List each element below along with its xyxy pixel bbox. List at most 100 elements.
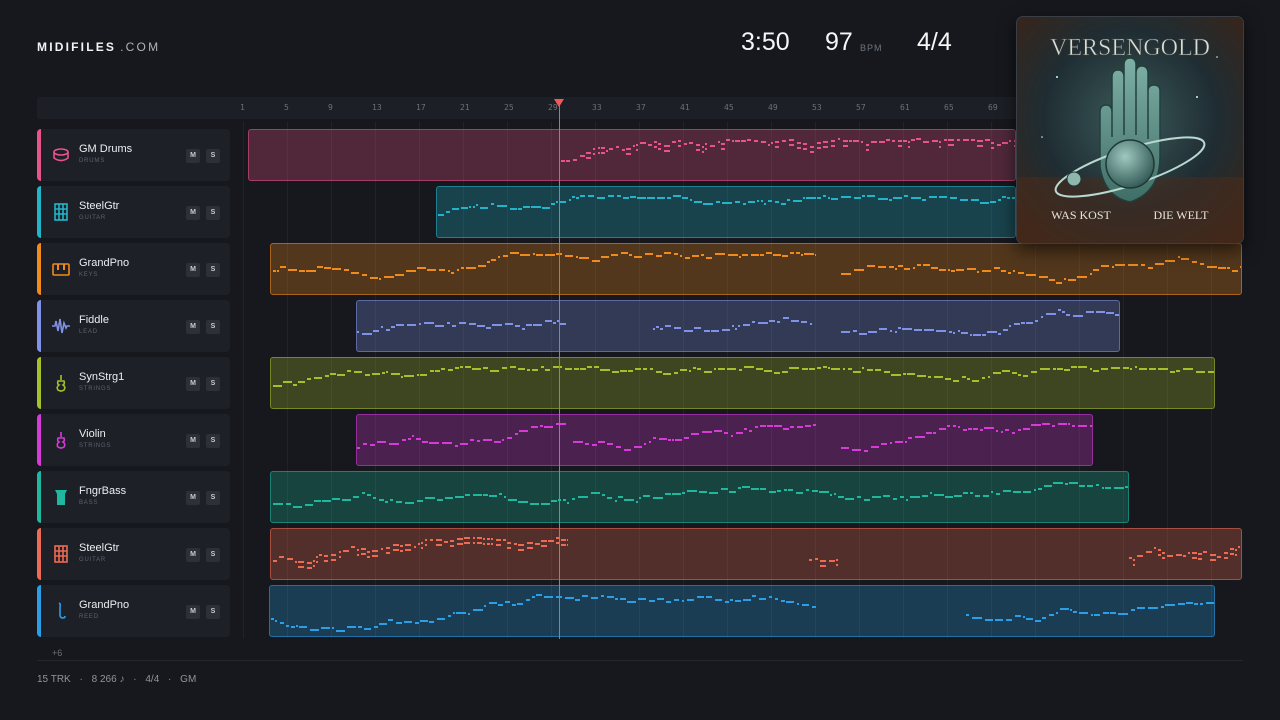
mute-button[interactable]: M [186,377,200,391]
drum-icon [51,145,71,165]
solo-button[interactable]: S [206,548,220,562]
solo-button[interactable]: S [206,206,220,220]
mute-button[interactable]: M [186,206,200,220]
solo-button[interactable]: S [206,149,220,163]
track-color-stripe [37,357,41,409]
bar-gridline [1211,122,1212,638]
bar-gridline [727,122,728,638]
violin-icon [51,430,71,450]
bar-gridline [287,122,288,638]
mute-button[interactable]: M [186,434,200,448]
midi-clip[interactable] [270,357,1215,409]
track-category: REED [79,614,99,620]
tempo-unit: BPM [860,43,883,53]
track-category: STRINGS [79,386,112,392]
solo-button[interactable]: S [206,320,220,334]
ruler-bar-label: 25 [504,103,514,112]
track-name: SteelGtr [79,542,120,554]
midi-notes [357,309,1119,336]
separator: · [79,674,83,685]
bar-gridline [991,122,992,638]
song-duration: 3:50 [741,28,790,56]
midi-clip[interactable] [248,129,1016,181]
track-name: GrandPno [79,257,130,269]
midi-clip[interactable] [270,471,1129,523]
note-count: 8 266 ♪ [91,674,125,685]
album-cover: VERSENGOLD WAS KOST DIE WELT [1016,16,1244,244]
guitar-fretboard-icon [51,202,71,222]
track-category: STRINGS [79,443,112,449]
bar-gridline [551,122,552,638]
solo-button[interactable]: S [206,605,220,619]
midi-clip[interactable] [356,300,1120,352]
track-header[interactable]: SynStrg1 STRINGS M S [37,357,230,409]
bar-gridline [1079,122,1080,638]
track-header[interactable]: FngrBass BASS M S [37,471,230,523]
bar-gridline [375,122,376,638]
track-category: KEYS [79,272,99,278]
midi-clip[interactable] [269,585,1215,637]
track-header[interactable]: Fiddle LEAD M S [37,300,230,352]
ruler-bar-label: 5 [284,103,289,112]
playhead-line[interactable] [559,104,560,639]
ruler-bar-label: 69 [988,103,998,112]
track-header[interactable]: GrandPno KEYS M S [37,243,230,295]
mute-button[interactable]: M [186,605,200,619]
track-header[interactable]: SteelGtr GUITAR M S [37,186,230,238]
bar-gridline [243,122,244,638]
bar-gridline [903,122,904,638]
more-tracks-indicator[interactable]: +6 [52,648,63,658]
brand-logo[interactable]: MIDIFILES .COM [37,40,160,54]
midi-notes [273,537,1240,569]
playhead-marker[interactable] [554,99,564,107]
ruler-bar-label: 17 [416,103,426,112]
time-signature: 4/4 [917,28,952,56]
piano-keys-icon [51,259,71,279]
bar-gridline [463,122,464,638]
ruler-bar-label: 9 [328,103,333,112]
midi-clip[interactable] [356,414,1093,466]
track-header[interactable]: SteelGtr GUITAR M S [37,528,230,580]
footer-divider [37,660,1243,661]
ruler-bar-label: 49 [768,103,778,112]
track-category: BASS [79,500,99,506]
track-color-stripe [37,300,41,352]
ruler-bar-label: 61 [900,103,910,112]
saxophone-icon [51,601,71,621]
midi-notes [357,423,1092,452]
ruler-bar-label: 57 [856,103,866,112]
midi-notes [273,482,1128,508]
solo-button[interactable]: S [206,491,220,505]
mute-button[interactable]: M [186,149,200,163]
track-name: GrandPno [79,599,130,611]
track-category: GUITAR [79,557,107,563]
midi-notes [438,195,1015,216]
bar-gridline [1123,122,1124,638]
mute-button[interactable]: M [186,491,200,505]
midi-notes [561,138,1015,162]
track-header[interactable]: GrandPno REED M S [37,585,230,637]
midi-notes [271,594,1214,632]
midi-clip[interactable] [270,243,1242,295]
mute-button[interactable]: M [186,548,200,562]
ruler-bar-label: 29 [548,103,558,112]
timeline-ruler[interactable]: 1 5 9 13 17 21 25 29 33 37 41 45 49 53 57 61 65 69 [37,97,1243,119]
track-name: SteelGtr [79,200,120,212]
solo-button[interactable]: S [206,377,220,391]
mute-button[interactable]: M [186,320,200,334]
bar-gridline [815,122,816,638]
midi-clip[interactable] [270,528,1242,580]
album-artwork: VERSENGOLD WAS KOST DIE WELT [1017,17,1243,243]
mute-button[interactable]: M [186,263,200,277]
solo-button[interactable]: S [206,263,220,277]
track-color-stripe [37,129,41,181]
track-header[interactable]: Violin STRINGS M S [37,414,230,466]
midi-clip[interactable] [436,186,1016,238]
track-header[interactable]: GM Drums DRUMS M S [37,129,230,181]
brand-domain: .COM [120,40,161,54]
track-color-stripe [37,471,41,523]
bar-gridline [639,122,640,638]
track-category: DRUMS [79,158,105,164]
solo-button[interactable]: S [206,434,220,448]
ruler-bar-label: 41 [680,103,690,112]
